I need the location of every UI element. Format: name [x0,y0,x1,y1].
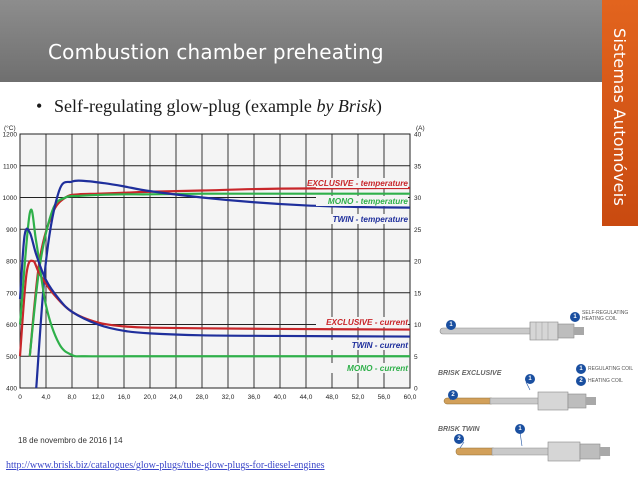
marker-1-twin: 1 [515,424,525,434]
source-link[interactable]: http://www.brisk.biz/catalogues/glow-plu… [6,460,325,471]
y-right-tick-label: 40 [414,132,422,139]
title-bar: Combustion chamber preheating [0,0,602,82]
self-regulating-label: SELF-REGULATING HEATING COIL [582,310,629,322]
bullet-close: ) [375,96,382,116]
regulating-coil-label: REGULATING COIL [588,366,634,372]
brand-twin: BRISK TWIN [438,426,480,433]
y-left-tick-label: 1000 [3,195,18,202]
glow-plug-illustrations: 1 1 SELF-REGULATING HEATING COIL BRISK E… [430,300,638,478]
bullet-dot: • [36,96,43,116]
footer-separator: | [106,436,114,445]
y-right-tick-label: 5 [414,354,418,361]
x-tick-label: 8,0 [67,394,76,401]
annotation-label: EXCLUSIVE - current [326,318,408,327]
x-tick-label: 52,0 [352,394,365,401]
marker-1-legend: 1 [570,312,580,322]
x-tick-label: 60,0 [404,394,417,401]
series-twin-temperature [35,179,411,389]
slide-title: Combustion chamber preheating [48,40,384,64]
marker-2-twin: 2 [454,434,464,444]
glow-plug-exclusive [443,391,596,411]
x-tick-label: 0 [18,394,22,401]
y-right-tick-label: 0 [414,386,418,393]
footer: 18 de novembro de 2016 | 14 [18,436,123,445]
footer-date: 18 de novembro de 2016 [18,436,107,445]
y-right-tick-label: 30 [414,195,422,202]
glow-plug-twin [455,441,610,462]
side-bar: Sistemas Automóveis [602,0,638,226]
y-right-unit: (A) [416,125,425,132]
series-mono-temperature [28,192,410,357]
annotation-label: EXCLUSIVE - temperature [307,179,408,188]
annotation-bg [316,317,408,327]
x-tick-label: 16,0 [118,394,131,401]
marker-1-exclusive: 1 [525,374,535,384]
x-tick-label: 48,0 [326,394,339,401]
x-tick-label: 44,0 [300,394,313,401]
y-right-tick-label: 15 [414,290,422,297]
annotation-label: MONO - current [347,364,408,373]
x-tick-label: 28,0 [196,394,209,401]
footer-page: 14 [113,436,123,445]
y-right-tick-label: 10 [414,322,422,329]
bullet-italic: by Brisk [316,96,376,116]
y-left-tick-label: 500 [6,354,17,361]
y-left-tick-label: 400 [6,386,17,393]
series-twin-current [18,227,411,338]
y-left-tick-label: 600 [6,322,17,329]
y-left-tick-label: 800 [6,259,17,266]
glow-plug-chart: 0 4,0 8,0 12,0 16,0 20,0 24,0 28,0 32,0 36,0 40,0 4… [3,124,425,401]
y-right-tick-label: 20 [414,259,422,266]
x-tick-label: 32,0 [222,394,235,401]
annotation-label: MONO - temperature [328,197,409,206]
x-tick-label: 36,0 [248,394,261,401]
x-tick-label: 40,0 [274,394,287,401]
x-tick-label: 12,0 [92,394,105,401]
y-right-tick-label: 35 [414,163,422,170]
annotation-bg [316,178,408,188]
marker-2-exclusive: 2 [448,390,458,400]
annotation-bg [316,340,408,350]
y-left-unit: (°C) [4,124,16,132]
bullet-text: Self-regulating glow-plug (example [54,96,317,116]
heating-coil-label: HEATING COIL [588,378,623,384]
y-left-tick-label: 1200 [3,132,18,139]
y-right-tick-label: 25 [414,227,422,234]
y-left-tick-label: 900 [6,227,17,234]
marker-1-legend-b: 1 [576,364,586,374]
x-tick-label: 20,0 [144,394,157,401]
annotation-label: TWIN - temperature [332,215,408,224]
glow-plug-drawings [439,321,610,462]
series-mono-current [18,208,410,358]
brand-exclusive: BRISK EXCLUSIVE [438,370,502,377]
glow-plug-self-regulating [439,321,584,341]
annotation-bg [316,363,408,373]
annotation-bg [316,214,408,224]
bullet-line: • Self-regulating glow-plug (example by B… [36,96,382,117]
x-tick-label: 56,0 [378,394,391,401]
x-tick-label: 24,0 [170,394,183,401]
x-tick-label: 4,0 [41,394,50,401]
marker-1: 1 [446,320,456,330]
y-left-tick-label: 700 [6,290,17,297]
annotation-bg [316,196,408,206]
side-title: Sistemas Automóveis [610,28,629,207]
marker-2-legend: 2 [576,376,586,386]
annotation-label: TWIN - current [352,341,409,350]
y-left-tick-label: 1100 [3,163,17,170]
